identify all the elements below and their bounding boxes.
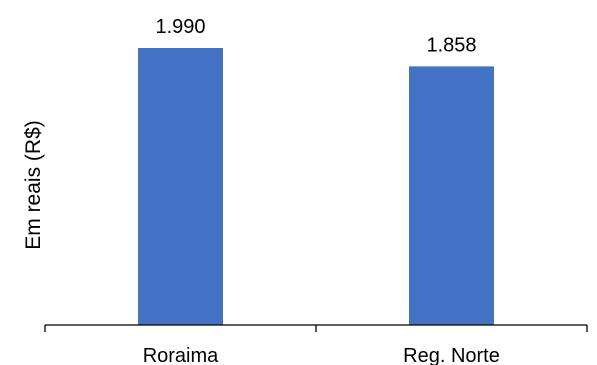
category-labels: Roraima Reg. Norte — [143, 345, 500, 365]
x-tick-label: Roraima — [143, 345, 219, 365]
y-axis-title: Em reais (R$) — [22, 120, 45, 250]
x-axis-ticks — [44, 325, 588, 332]
bars-group — [138, 48, 494, 325]
data-label: 1.858 — [426, 34, 476, 56]
bar-roraima — [138, 48, 223, 325]
x-tick-label: Reg. Norte — [403, 345, 500, 365]
data-labels-group: 1.990 1.858 — [155, 16, 476, 56]
data-label: 1.990 — [155, 16, 205, 38]
bar-reg-norte — [409, 66, 494, 325]
